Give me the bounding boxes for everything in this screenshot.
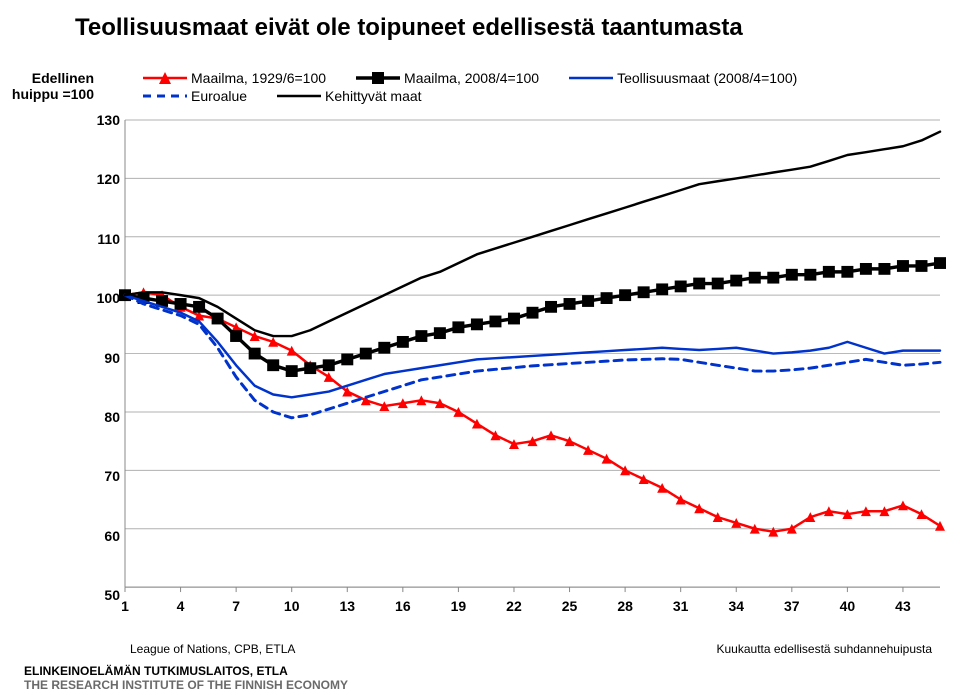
chart-area: Maailma, 1929/6=100 Maailma, 2008/4=100 Te… bbox=[95, 70, 940, 615]
ytick-label: 60 bbox=[90, 528, 120, 544]
x-axis-label: Kuukautta edellisestä suhdannehuipusta bbox=[717, 642, 933, 656]
xtick-label: 34 bbox=[728, 598, 744, 614]
footer: ELINKEINOELÄMÄN TUTKIMUSLAITOS, ETLA THE… bbox=[24, 665, 348, 693]
source-label: League of Nations, CPB, ETLA bbox=[130, 642, 295, 656]
footer-line1: ELINKEINOELÄMÄN TUTKIMUSLAITOS, ETLA bbox=[24, 665, 348, 679]
ytick-label: 90 bbox=[90, 350, 120, 366]
chart-title: Teollisuusmaat eivät ole toipuneet edell… bbox=[75, 14, 743, 42]
xtick-label: 13 bbox=[339, 598, 355, 614]
xtick-label: 4 bbox=[177, 598, 185, 614]
legend-swatch bbox=[143, 70, 187, 86]
xtick-label: 31 bbox=[673, 598, 689, 614]
legend-label: Maailma, 2008/4=100 bbox=[404, 70, 539, 86]
xtick-label: 7 bbox=[232, 598, 240, 614]
legend-item: Euroalue bbox=[143, 88, 247, 104]
legend-item: Maailma, 2008/4=100 bbox=[356, 70, 539, 86]
ytick-label: 130 bbox=[90, 112, 120, 128]
legend-item: Maailma, 1929/6=100 bbox=[143, 70, 326, 86]
footer-line2: THE RESEARCH INSTITUTE OF THE FINNISH EC… bbox=[24, 679, 348, 693]
y-axis-label: Edellinen huippu =100 bbox=[4, 70, 94, 102]
xtick-label: 37 bbox=[784, 598, 800, 614]
legend: Maailma, 1929/6=100 Maailma, 2008/4=100 Te… bbox=[143, 70, 923, 106]
legend-label: Kehittyvät maat bbox=[325, 88, 422, 104]
plot-area: 5060708090100110120130147101316192225283… bbox=[125, 120, 940, 595]
xtick-label: 19 bbox=[451, 598, 467, 614]
ylabel-line1: Edellinen bbox=[32, 70, 94, 86]
xtick-label: 16 bbox=[395, 598, 411, 614]
legend-swatch bbox=[143, 88, 187, 104]
ytick-label: 120 bbox=[90, 171, 120, 187]
xtick-label: 43 bbox=[895, 598, 911, 614]
legend-item: Kehittyvät maat bbox=[277, 88, 422, 104]
legend-label: Euroalue bbox=[191, 88, 247, 104]
legend-label: Maailma, 1929/6=100 bbox=[191, 70, 326, 86]
legend-swatch bbox=[277, 88, 321, 104]
ytick-label: 100 bbox=[90, 290, 120, 306]
xtick-label: 10 bbox=[284, 598, 300, 614]
ytick-label: 80 bbox=[90, 409, 120, 425]
xtick-label: 28 bbox=[617, 598, 633, 614]
xtick-label: 25 bbox=[562, 598, 578, 614]
legend-swatch bbox=[356, 70, 400, 86]
xtick-label: 40 bbox=[840, 598, 856, 614]
legend-item: Teollisuusmaat (2008/4=100) bbox=[569, 70, 797, 86]
ytick-label: 110 bbox=[90, 231, 120, 247]
xtick-label: 22 bbox=[506, 598, 522, 614]
ylabel-line2: huippu =100 bbox=[12, 86, 94, 102]
xtick-label: 1 bbox=[121, 598, 129, 614]
legend-label: Teollisuusmaat (2008/4=100) bbox=[617, 70, 797, 86]
legend-swatch bbox=[569, 70, 613, 86]
chart-svg bbox=[125, 120, 940, 595]
ytick-label: 70 bbox=[90, 468, 120, 484]
ytick-label: 50 bbox=[90, 587, 120, 603]
